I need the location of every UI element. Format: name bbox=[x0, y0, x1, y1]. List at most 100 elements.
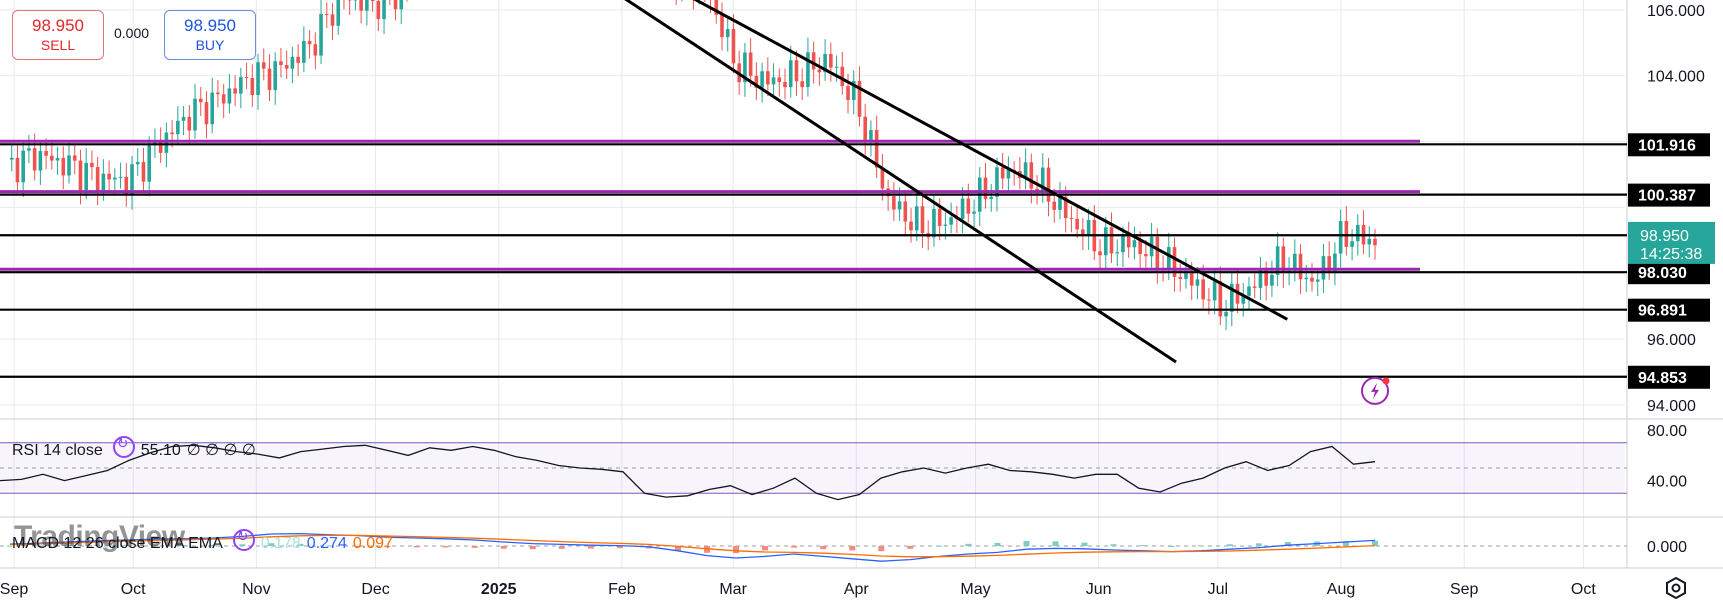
candle-body bbox=[285, 65, 289, 69]
sell-price: 98.950 bbox=[13, 16, 103, 36]
candle-body bbox=[984, 178, 988, 199]
candle-body bbox=[382, 0, 386, 19]
macd-histogram-bar bbox=[1256, 543, 1262, 546]
macd-histogram-bar bbox=[1082, 543, 1088, 546]
candle-body bbox=[949, 217, 953, 224]
candle-body bbox=[1121, 236, 1125, 252]
candle-body bbox=[16, 158, 20, 182]
candle-body bbox=[1304, 278, 1308, 279]
candle-body bbox=[61, 158, 65, 175]
rsi-value: 55.10 bbox=[141, 442, 181, 459]
candle-body bbox=[1190, 273, 1194, 286]
candle-body bbox=[806, 52, 810, 87]
candle-body bbox=[1115, 252, 1119, 253]
candle-body bbox=[233, 88, 237, 93]
candle-body bbox=[1138, 240, 1142, 254]
candle-body bbox=[39, 151, 43, 171]
candle-body bbox=[1144, 254, 1148, 256]
time-tick-label: Jun bbox=[1086, 581, 1112, 598]
candle-body bbox=[777, 77, 781, 82]
rsi-legend[interactable]: RSI 14 close55.10∅ ∅ ∅ ∅ bbox=[12, 436, 262, 460]
price-tick-label: 104.000 bbox=[1647, 69, 1705, 86]
macd-histogram-bar bbox=[1169, 546, 1175, 547]
candle-body bbox=[760, 71, 764, 88]
candle-body bbox=[1316, 280, 1320, 282]
candle-body bbox=[1201, 279, 1205, 299]
candle-body bbox=[245, 77, 249, 78]
macd-hist-value: 0.178 bbox=[261, 535, 301, 552]
candle-body bbox=[90, 163, 94, 167]
candle-body bbox=[182, 117, 186, 121]
time-tick-label: Apr bbox=[844, 581, 870, 598]
candle-body bbox=[136, 162, 140, 164]
candle-body bbox=[840, 67, 844, 86]
candle-body bbox=[336, 0, 340, 26]
candle-body bbox=[915, 206, 919, 230]
current-price-label: 98.950 bbox=[1640, 228, 1689, 245]
settings-icon[interactable] bbox=[1665, 577, 1687, 599]
macd-histogram-bar bbox=[443, 546, 449, 547]
level-tag-label: 101.916 bbox=[1638, 137, 1696, 154]
candle-body bbox=[800, 81, 804, 87]
macd-histogram-bar bbox=[733, 546, 739, 553]
macd-histogram-bar bbox=[762, 546, 768, 550]
level-tag-label: 96.891 bbox=[1638, 303, 1687, 320]
candle-body bbox=[726, 29, 730, 37]
candle-body bbox=[1178, 277, 1182, 279]
time-tick-label: Nov bbox=[242, 581, 270, 598]
candle-body bbox=[279, 61, 283, 65]
sell-label: SELL bbox=[13, 37, 103, 53]
candle-body bbox=[170, 133, 174, 135]
candle-body bbox=[1127, 236, 1131, 247]
candle-body bbox=[228, 88, 232, 103]
macd-histogram-bar bbox=[907, 546, 913, 549]
candle-body bbox=[314, 44, 318, 55]
candle-body bbox=[394, 0, 398, 9]
candle-body bbox=[27, 148, 31, 150]
macd-tick-label: 0.000 bbox=[1647, 539, 1687, 556]
candle-body bbox=[1087, 220, 1091, 236]
candle-body bbox=[79, 161, 83, 191]
macd-histogram-bar bbox=[1198, 545, 1204, 546]
candle-body bbox=[1133, 240, 1137, 247]
candle-body bbox=[296, 57, 300, 63]
refresh-icon[interactable] bbox=[233, 529, 255, 551]
macd-histogram-bar bbox=[501, 546, 507, 549]
refresh-icon[interactable] bbox=[113, 436, 135, 458]
candle-body bbox=[1196, 279, 1200, 285]
candle-body bbox=[812, 52, 816, 69]
candle-body bbox=[938, 209, 942, 226]
candle-body bbox=[1345, 221, 1349, 247]
candle-body bbox=[863, 117, 867, 142]
candle-body bbox=[210, 93, 214, 125]
candle-body bbox=[1219, 281, 1223, 316]
sell-button[interactable]: 98.950 SELL bbox=[12, 10, 104, 60]
candle-body bbox=[783, 82, 787, 87]
candle-body bbox=[1207, 299, 1211, 300]
macd-histogram-bar bbox=[791, 546, 797, 548]
buy-price: 98.950 bbox=[165, 16, 255, 36]
price-tick-label: 94.000 bbox=[1647, 398, 1696, 415]
candle-body bbox=[10, 158, 14, 160]
candle-body bbox=[325, 14, 329, 15]
candle-body bbox=[147, 145, 151, 181]
macd-histogram-bar bbox=[472, 546, 478, 548]
candle-body bbox=[720, 15, 724, 37]
candle-body bbox=[199, 99, 203, 102]
level-tag-label: 100.387 bbox=[1638, 188, 1696, 205]
candle-body bbox=[187, 117, 191, 131]
rsi-name: RSI 14 close bbox=[12, 442, 103, 459]
candle-body bbox=[222, 94, 226, 103]
macd-histogram-bar bbox=[588, 546, 594, 549]
candle-body bbox=[365, 0, 369, 11]
candle-body bbox=[1356, 225, 1360, 241]
candle-body bbox=[829, 54, 833, 68]
time-tick-label: Sep bbox=[1450, 581, 1479, 598]
candle-body bbox=[772, 77, 776, 84]
buy-button[interactable]: 98.950 BUY bbox=[164, 10, 256, 60]
candle-body bbox=[1007, 170, 1011, 179]
candle-body bbox=[33, 148, 37, 170]
